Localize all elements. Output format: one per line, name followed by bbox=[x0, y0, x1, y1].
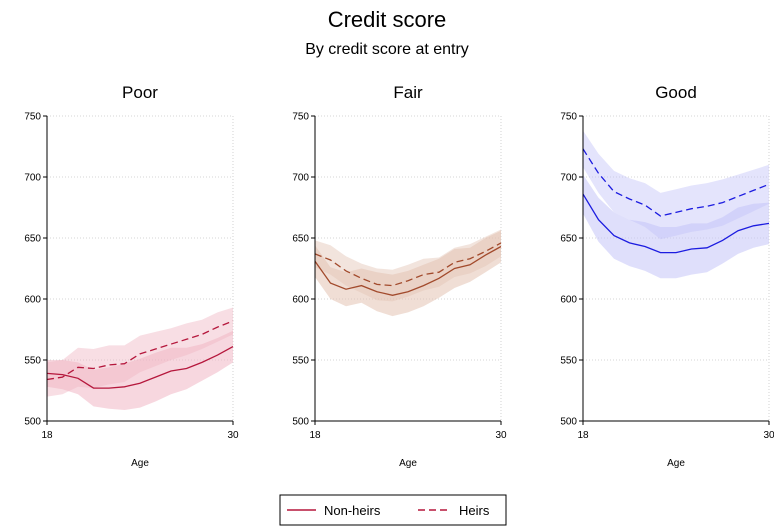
legend-label-heirs: Heirs bbox=[459, 503, 490, 518]
panels: Poor 500 550 600 650 700 750 18 30 Age Fair 500 550 6… bbox=[24, 83, 774, 469]
panel-title-good: Good bbox=[655, 83, 697, 102]
panel-fair: Fair 500 550 600 650 700 750 18 30 Age bbox=[292, 83, 507, 469]
x-axis-label: Age bbox=[667, 458, 685, 469]
y-tick-label: 750 bbox=[292, 112, 309, 123]
x-axis-label: Age bbox=[131, 458, 149, 469]
y-tick-label: 700 bbox=[24, 173, 41, 184]
x-tick-label: 18 bbox=[309, 430, 321, 441]
y-tick-label: 500 bbox=[24, 417, 41, 428]
y-tick-label: 550 bbox=[560, 356, 577, 367]
y-tick-label: 750 bbox=[24, 112, 41, 123]
series-line-non-heirs bbox=[46, 346, 234, 389]
ci-band-non-heirs bbox=[315, 230, 501, 317]
legend-label-non-heirs: Non-heirs bbox=[324, 503, 381, 518]
y-tick-label: 600 bbox=[24, 295, 41, 306]
y-tick-label: 500 bbox=[560, 417, 577, 428]
legend: Non-heirs Heirs bbox=[279, 494, 507, 526]
series-line-heirs bbox=[46, 320, 234, 381]
y-tick-label: 650 bbox=[292, 234, 309, 245]
y-tick-label: 750 bbox=[560, 112, 577, 123]
x-tick-label: 30 bbox=[495, 430, 507, 441]
series-line-non-heirs bbox=[314, 245, 502, 296]
y-tick-label: 550 bbox=[24, 356, 41, 367]
x-tick-label: 30 bbox=[227, 430, 239, 441]
y-tick-label: 550 bbox=[292, 356, 309, 367]
series-line-heirs bbox=[582, 148, 770, 217]
ci-band-heirs bbox=[583, 130, 769, 240]
chart-subtitle: By credit score at entry bbox=[305, 41, 469, 58]
y-tick-label: 650 bbox=[24, 234, 41, 245]
y-tick-label: 600 bbox=[292, 295, 309, 306]
panel-title-fair: Fair bbox=[393, 83, 423, 102]
x-tick-label: 30 bbox=[763, 430, 774, 441]
y-tick-label: 700 bbox=[292, 173, 309, 184]
legend-box bbox=[279, 494, 507, 526]
ci-band-non-heirs bbox=[47, 330, 233, 410]
y-tick-label: 650 bbox=[560, 234, 577, 245]
x-tick-label: 18 bbox=[41, 430, 53, 441]
series-line-non-heirs bbox=[582, 193, 770, 254]
ci-band-heirs bbox=[315, 229, 501, 302]
panel-title-poor: Poor bbox=[122, 83, 158, 102]
panel-good: Good 500 550 600 650 700 750 18 30 Age bbox=[560, 83, 774, 469]
x-axis-label: Age bbox=[399, 458, 417, 469]
ci-band-non-heirs bbox=[583, 174, 769, 279]
x-tick-label: 18 bbox=[577, 430, 589, 441]
panel-poor: Poor 500 550 600 650 700 750 18 30 Age bbox=[24, 83, 239, 469]
chart-title: Credit score bbox=[328, 7, 447, 32]
y-tick-label: 700 bbox=[560, 173, 577, 184]
ci-band-heirs bbox=[47, 307, 233, 397]
y-tick-label: 500 bbox=[292, 417, 309, 428]
series-line-heirs bbox=[314, 242, 502, 287]
y-tick-label: 600 bbox=[560, 295, 577, 306]
